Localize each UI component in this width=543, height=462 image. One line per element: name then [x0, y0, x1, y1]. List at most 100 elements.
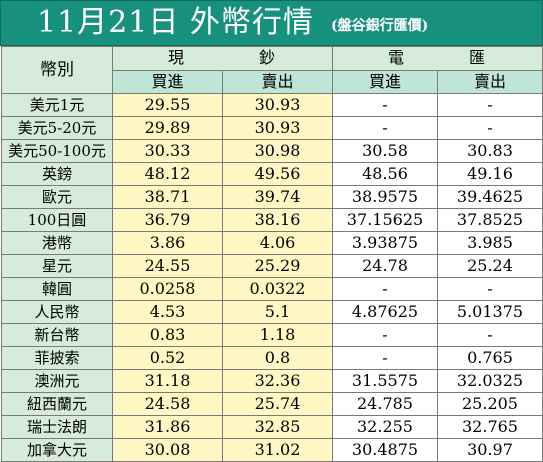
- wire-buy-rate: 37.15625: [332, 208, 438, 232]
- table-row: 韓圓 0.0258 0.0322 - -: [1, 277, 543, 301]
- cash-buy-rate: 4.53: [112, 300, 223, 324]
- cash-sell-rate: 38.16: [222, 208, 333, 232]
- table-row: 英鎊 48.12 49.56 48.56 49.16: [1, 162, 543, 186]
- currency-name: 港幣: [1, 231, 113, 255]
- currency-name: 韓圓: [1, 277, 113, 301]
- currency-name: 100日圓: [1, 208, 113, 232]
- column-group-cash: 現 鈔: [112, 46, 333, 71]
- currency-name: 星元: [1, 254, 113, 278]
- currency-name: 歐元: [1, 185, 113, 209]
- cash-buy-rate: 31.18: [112, 369, 223, 393]
- cash-buy-rate: 0.83: [112, 323, 223, 347]
- table-row: 歐元 38.71 39.74 38.9575 39.4625: [1, 185, 543, 209]
- wire-sell-rate: 25.205: [437, 392, 543, 416]
- wire-sell-rate: 30.97: [437, 438, 543, 462]
- cash-buy-rate: 31.86: [112, 415, 223, 439]
- column-header-wire-buy: 買進: [332, 69, 438, 94]
- cash-buy-rate: 0.0258: [112, 277, 223, 301]
- table-row: 澳洲元 31.18 32.36 31.5575 32.0325: [1, 369, 543, 393]
- cash-buy-rate: 3.86: [112, 231, 223, 255]
- wire-sell-rate: 49.16: [437, 162, 543, 186]
- table-row: 美元1元 29.55 30.93 - -: [1, 93, 543, 117]
- wire-buy-rate: 3.93875: [332, 231, 438, 255]
- cash-buy-rate: 29.89: [112, 116, 223, 140]
- cash-sell-rate: 30.93: [222, 116, 333, 140]
- bank-source-label: (盤谷銀行匯價): [331, 18, 429, 34]
- wire-sell-rate: -: [437, 323, 543, 347]
- currency-name: 美元1元: [1, 93, 113, 117]
- currency-name: 紐西蘭元: [1, 392, 113, 416]
- currency-name: 瑞士法朗: [1, 415, 113, 439]
- wire-sell-rate: 37.8525: [437, 208, 543, 232]
- cash-buy-rate: 24.55: [112, 254, 223, 278]
- table-row: 美元5-20元 29.89 30.93 - -: [1, 116, 543, 140]
- cash-sell-rate: 1.18: [222, 323, 333, 347]
- table-row: 新台幣 0.83 1.18 - -: [1, 323, 543, 347]
- column-header-currency: 幣別: [1, 46, 113, 94]
- wire-buy-rate: 48.56: [332, 162, 438, 186]
- wire-buy-rate: -: [332, 346, 438, 370]
- wire-buy-rate: 24.785: [332, 392, 438, 416]
- currency-name: 菲披索: [1, 346, 113, 370]
- cash-buy-rate: 24.58: [112, 392, 223, 416]
- column-header-wire-sell: 賣出: [437, 69, 543, 94]
- cash-sell-rate: 0.0322: [222, 277, 333, 301]
- wire-buy-rate: -: [332, 116, 438, 140]
- cash-buy-rate: 30.08: [112, 438, 223, 462]
- table-row: 人民幣 4.53 5.1 4.87625 5.01375: [1, 300, 543, 324]
- rates-table: 幣別 現 鈔 電 匯 買進 賣出 買進 賣出 美元1元 29.55: [1, 46, 543, 462]
- page-title: 11月21日 外幣行情: [37, 5, 314, 40]
- cash-sell-rate: 49.56: [222, 162, 333, 186]
- cash-sell-rate: 30.98: [222, 139, 333, 163]
- cash-sell-rate: 31.02: [222, 438, 333, 462]
- cash-buy-rate: 38.71: [112, 185, 223, 209]
- header-row-groups: 幣別 現 鈔 電 匯: [1, 46, 543, 94]
- currency-name: 美元5-20元: [1, 116, 113, 140]
- table-row: 美元50-100元 30.33 30.98 30.58 30.83: [1, 139, 543, 163]
- wire-buy-rate: 32.255: [332, 415, 438, 439]
- cash-buy-rate: 0.52: [112, 346, 223, 370]
- wire-buy-rate: 4.87625: [332, 300, 438, 324]
- cash-sell-rate: 32.85: [222, 415, 333, 439]
- wire-group-label-left: 電: [388, 48, 407, 68]
- wire-sell-rate: 3.985: [437, 231, 543, 255]
- wire-buy-rate: -: [332, 323, 438, 347]
- table-row: 菲披索 0.52 0.8 - 0.765: [1, 346, 543, 370]
- cash-group-label-right: 鈔: [258, 48, 277, 68]
- table-row: 星元 24.55 25.29 24.78 25.24: [1, 254, 543, 278]
- currency-name: 英鎊: [1, 162, 113, 186]
- wire-sell-rate: 32.0325: [437, 369, 543, 393]
- currency-name: 美元50-100元: [1, 139, 113, 163]
- wire-group-label-right: 匯: [468, 48, 487, 68]
- wire-buy-rate: 38.9575: [332, 185, 438, 209]
- wire-sell-rate: 39.4625: [437, 185, 543, 209]
- table-row: 加拿大元 30.08 31.02 30.4875 30.97: [1, 438, 543, 462]
- cash-sell-rate: 32.36: [222, 369, 333, 393]
- wire-sell-rate: -: [437, 93, 543, 117]
- wire-sell-rate: 0.765: [437, 346, 543, 370]
- wire-sell-rate: 25.24: [437, 254, 543, 278]
- cash-group-label-left: 現: [168, 48, 187, 68]
- column-header-cash-buy: 買進: [112, 69, 223, 94]
- wire-sell-rate: -: [437, 116, 543, 140]
- wire-buy-rate: -: [332, 93, 438, 117]
- column-header-cash-sell: 賣出: [222, 69, 333, 94]
- title-bar: 11月21日 外幣行情 (盤谷銀行匯價): [0, 0, 543, 46]
- cash-buy-rate: 30.33: [112, 139, 223, 163]
- cash-sell-rate: 0.8: [222, 346, 333, 370]
- wire-buy-rate: 31.5575: [332, 369, 438, 393]
- wire-sell-rate: -: [437, 277, 543, 301]
- cash-buy-rate: 36.79: [112, 208, 223, 232]
- rates-table-body: 美元1元 29.55 30.93 - - 美元5-20元 29.89 30.93…: [1, 93, 543, 462]
- cash-buy-rate: 48.12: [112, 162, 223, 186]
- wire-sell-rate: 32.765: [437, 415, 543, 439]
- currency-name: 新台幣: [1, 323, 113, 347]
- column-group-wire: 電 匯: [332, 46, 543, 71]
- header-row-subcolumns: 買進 賣出 買進 賣出: [2, 69, 543, 94]
- currency-name: 澳洲元: [1, 369, 113, 393]
- wire-buy-rate: 30.4875: [332, 438, 438, 462]
- cash-sell-rate: 25.74: [222, 392, 333, 416]
- table-row: 100日圓 36.79 38.16 37.15625 37.8525: [1, 208, 543, 232]
- currency-name: 人民幣: [1, 300, 113, 324]
- cash-sell-rate: 4.06: [222, 231, 333, 255]
